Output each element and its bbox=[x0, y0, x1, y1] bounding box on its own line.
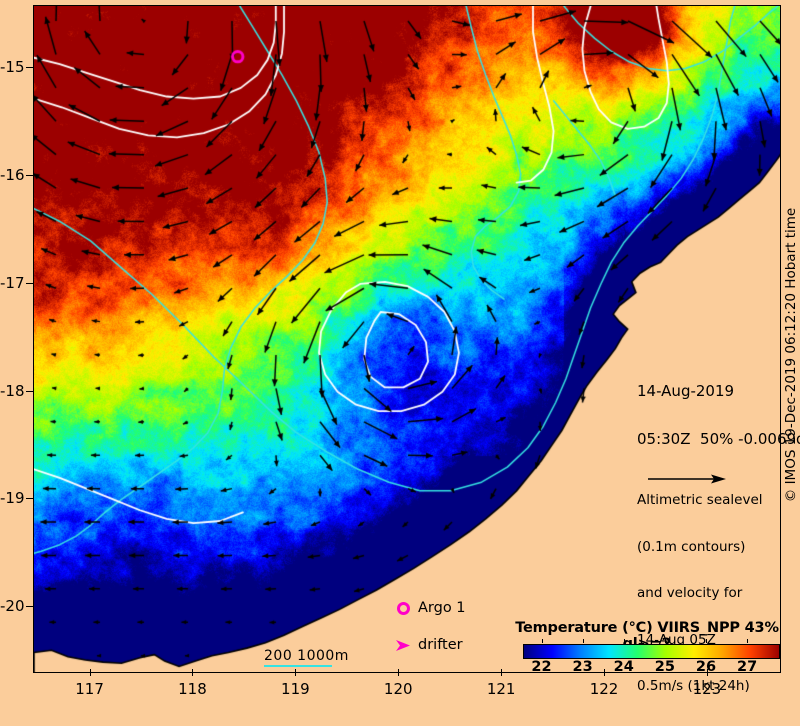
bathymetry-colorbar-swatch bbox=[264, 665, 332, 667]
bathymetry-label: 200 1000m bbox=[264, 648, 349, 664]
colorbar-tick bbox=[664, 639, 666, 643]
drifter-legend-label: drifter bbox=[418, 637, 463, 653]
colorbar-tick-label: 22 bbox=[531, 659, 552, 675]
argo-legend-item: Argo 1 bbox=[396, 600, 466, 616]
colorbar-tick bbox=[541, 639, 543, 643]
y-axis-tick bbox=[26, 175, 33, 177]
y-axis-tick bbox=[26, 67, 33, 69]
chevron-arrow-icon bbox=[396, 639, 410, 651]
x-axis-tick-label: 119 bbox=[281, 680, 310, 698]
y-axis-tick-label: -18 bbox=[0, 381, 25, 400]
colorbar-tick-label: 25 bbox=[654, 659, 675, 675]
y-axis-tick-label: -15 bbox=[0, 58, 25, 77]
colorbar-tick bbox=[706, 639, 708, 643]
x-axis-tick-label: 122 bbox=[589, 680, 619, 698]
x-axis-tick bbox=[192, 669, 194, 676]
y-axis-tick-label: -17 bbox=[0, 273, 25, 292]
x-axis-tick-label: 123 bbox=[692, 680, 722, 698]
credit-label: © IMOS 19-Dec-2019 06:12:20 Hobart time bbox=[783, 207, 799, 503]
y-axis-tick-label: -16 bbox=[0, 166, 25, 185]
annotation-line-5: 0.5m/s (1kt 24h) bbox=[637, 678, 750, 694]
y-axis-tick bbox=[26, 282, 33, 284]
x-axis-tick bbox=[706, 669, 708, 676]
annotation-line-1: Altimetric sealevel bbox=[637, 492, 763, 508]
x-axis-tick bbox=[501, 669, 503, 676]
y-axis-tick bbox=[26, 498, 33, 500]
colorbar-tick bbox=[623, 639, 625, 643]
x-axis-tick bbox=[604, 669, 606, 676]
x-axis-tick-label: 120 bbox=[383, 680, 413, 698]
colorbar-tick-label: 23 bbox=[572, 659, 593, 675]
map-plot-area[interactable] bbox=[33, 5, 781, 673]
colorbar-gradient bbox=[523, 644, 780, 659]
colorbar-tick bbox=[582, 639, 584, 643]
colorbar-tick-label: 24 bbox=[613, 659, 634, 675]
colorbar-tick-label: 26 bbox=[695, 659, 717, 675]
y-axis-tick-label: -20 bbox=[0, 597, 25, 616]
x-axis-tick bbox=[295, 669, 297, 676]
y-axis-tick-label: -19 bbox=[0, 489, 25, 508]
colorbar: Temperature (°C) VIIRS_NPP 43% ql>=2 222… bbox=[509, 620, 789, 675]
colorbar-ticks bbox=[523, 639, 778, 657]
annotation-line-3: and velocity for bbox=[637, 585, 743, 601]
colorbar-tick-labels: 22 23 24 25 26 27 bbox=[523, 659, 778, 677]
annotation-time: 05:30Z 50% -0.0069d bbox=[637, 430, 800, 448]
velocity-scale-arrow-icon bbox=[648, 474, 726, 484]
x-axis-tick bbox=[89, 669, 91, 676]
x-axis-tick-label: 118 bbox=[178, 680, 207, 698]
circle-marker-icon bbox=[397, 601, 410, 615]
colorbar-tick-label: 27 bbox=[737, 659, 758, 675]
credit-text: © IMOS 19-Dec-2019 06:12:20 Hobart time bbox=[781, 0, 800, 710]
y-axis-tick bbox=[26, 606, 33, 608]
x-axis-tick-label: 117 bbox=[75, 680, 104, 698]
colorbar-tick bbox=[747, 639, 749, 643]
x-axis-tick bbox=[398, 669, 400, 676]
y-axis-tick bbox=[26, 390, 33, 392]
argo-legend-label: Argo 1 bbox=[418, 600, 466, 616]
bathymetry-scale: 200 1000m bbox=[264, 648, 349, 667]
x-axis-tick-label: 121 bbox=[486, 680, 516, 698]
annotation-line-4: 14-Aug 05Z bbox=[637, 631, 716, 648]
annotation-date: 14-Aug-2019 bbox=[637, 382, 735, 400]
annotation-line-2: (0.1m contours) bbox=[637, 538, 746, 555]
drifter-legend-item: drifter bbox=[394, 637, 463, 653]
map-figure: 14-Aug-2019 05:30Z 50% -0.0069d Altimetr… bbox=[0, 0, 800, 710]
overlay-vector-layer bbox=[34, 6, 780, 672]
annotation-block: 14-Aug-2019 05:30Z 50% -0.0069d Altimetr… bbox=[637, 352, 800, 726]
